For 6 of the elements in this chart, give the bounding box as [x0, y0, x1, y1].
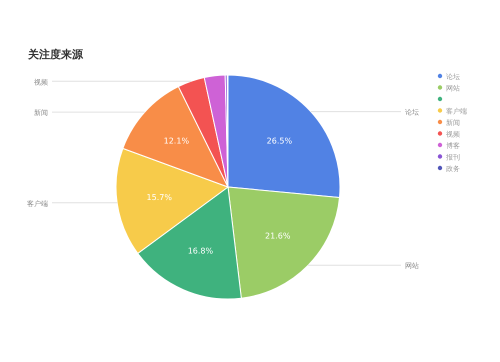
- data-label: 15.7%: [146, 192, 172, 202]
- chart-title: 关注度来源: [27, 48, 84, 61]
- data-label: 21.6%: [265, 231, 291, 240]
- data-label: 16.8%: [188, 246, 214, 256]
- data-label: 12.1%: [164, 136, 190, 146]
- data-label: 26.5%: [266, 136, 292, 146]
